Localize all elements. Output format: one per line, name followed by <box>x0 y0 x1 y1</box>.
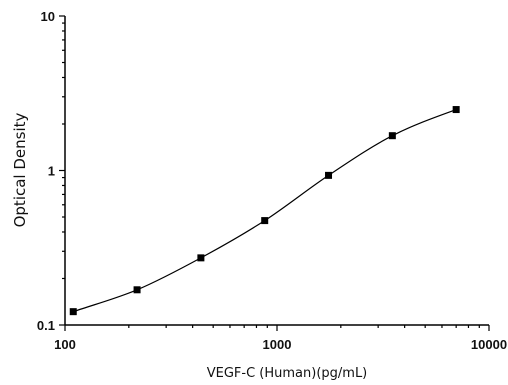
data-point <box>261 217 269 225</box>
fit-curve <box>73 108 457 313</box>
y-tick-label: 10 <box>41 9 55 24</box>
axes <box>64 16 489 326</box>
ticks <box>59 15 490 331</box>
x-tick-label: 1000 <box>263 337 292 352</box>
x-tick-label: 10000 <box>471 337 507 352</box>
data-point <box>133 286 141 294</box>
data-point <box>325 171 333 179</box>
tick-labels: 100 1000 10000 0.1 1 10 <box>37 9 507 352</box>
data-points <box>69 106 460 316</box>
x-axis-title: VEGF-C (Human)(pg/mL) <box>207 366 368 381</box>
y-axis-title: Optical Density <box>11 112 29 227</box>
y-tick-label: 0.1 <box>37 318 55 333</box>
data-point <box>69 308 77 316</box>
data-point <box>197 254 205 262</box>
x-tick-label: 100 <box>54 337 76 352</box>
y-tick-label: 1 <box>48 164 55 179</box>
data-point <box>452 106 460 114</box>
data-point <box>388 132 396 140</box>
